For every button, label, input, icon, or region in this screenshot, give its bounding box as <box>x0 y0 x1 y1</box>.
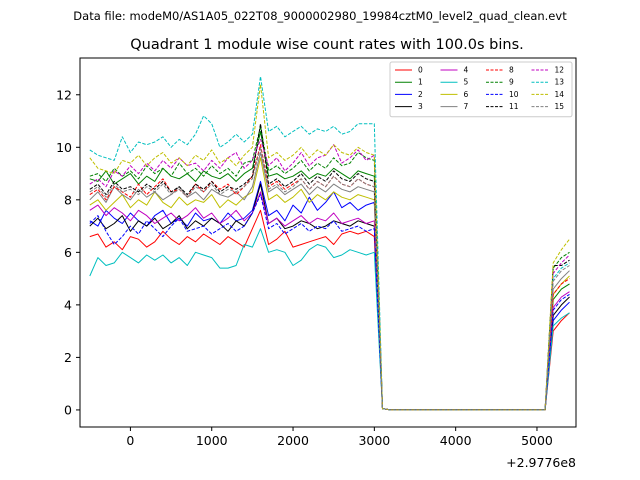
series-line-14 <box>89 83 570 411</box>
x-tick-label: 2000 <box>277 433 309 448</box>
y-tick-label: 0 <box>64 402 72 417</box>
legend-label-9: 9 <box>509 78 514 87</box>
legend-label-13: 13 <box>555 78 565 87</box>
y-tick-label: 6 <box>64 245 72 260</box>
x-offset-text: +2.9776e8 <box>506 455 576 470</box>
chart-suptitle: Data file: modeM0/AS1A05_022T08_90000029… <box>73 9 567 23</box>
tick-layer: 0 1000 2000 3000 4000 5000 0 2 4 6 8 10 12 <box>56 87 553 448</box>
legend-label-11: 11 <box>509 102 519 111</box>
series-line-13 <box>89 75 570 411</box>
legend-frame <box>389 61 573 118</box>
legend-label-14: 14 <box>555 90 565 99</box>
x-tick-label: 1000 <box>196 433 228 448</box>
legend-label-8: 8 <box>509 66 514 75</box>
series-line-15 <box>89 146 570 411</box>
legend-label-0: 0 <box>418 66 423 75</box>
legend-label-7: 7 <box>464 102 469 111</box>
legend-label-5: 5 <box>464 78 469 87</box>
legend-label-10: 10 <box>509 90 519 99</box>
legend-label-3: 3 <box>418 102 423 111</box>
x-tick-label: 5000 <box>521 433 553 448</box>
y-tick-label: 12 <box>56 87 72 102</box>
legend-label-15: 15 <box>555 102 565 111</box>
x-tick-label: 3000 <box>358 433 390 448</box>
y-tick-label: 10 <box>56 140 72 155</box>
legend-label-6: 6 <box>464 90 469 99</box>
y-tick-label: 8 <box>64 192 72 207</box>
y-tick-label: 2 <box>64 350 72 365</box>
plot-area-frame <box>79 57 577 428</box>
y-tick-label: 4 <box>64 297 72 312</box>
chart-title: Quadrant 1 module wise count rates with … <box>130 37 524 53</box>
legend-label-4: 4 <box>464 66 469 75</box>
x-tick-label: 0 <box>126 433 134 448</box>
legend-label-2: 2 <box>418 90 423 99</box>
legend-label-12: 12 <box>555 66 565 75</box>
x-tick-label: 4000 <box>440 433 472 448</box>
series-layer <box>89 75 570 411</box>
legend-label-1: 1 <box>418 78 423 87</box>
